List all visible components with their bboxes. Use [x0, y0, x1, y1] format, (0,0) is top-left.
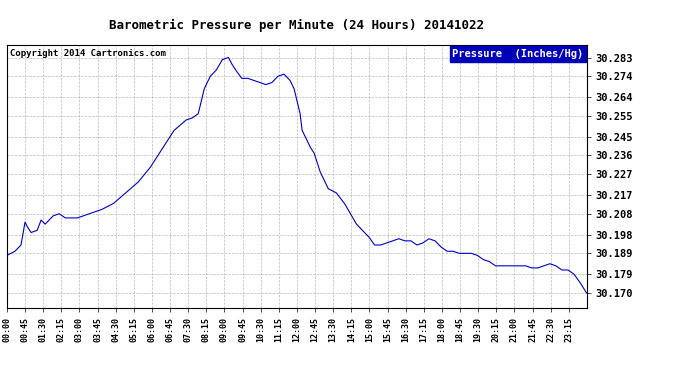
- Text: Pressure  (Inches/Hg): Pressure (Inches/Hg): [453, 49, 584, 59]
- Text: Barometric Pressure per Minute (24 Hours) 20141022: Barometric Pressure per Minute (24 Hours…: [109, 19, 484, 32]
- Text: Copyright 2014 Cartronics.com: Copyright 2014 Cartronics.com: [10, 49, 166, 58]
